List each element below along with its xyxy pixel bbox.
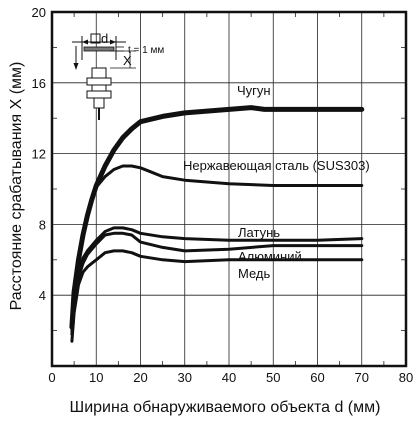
x-tick-label: 0 (48, 370, 55, 385)
y-tick-label: 8 (39, 217, 46, 232)
x-tick-label: 40 (222, 370, 236, 385)
x-tick-label: 60 (310, 370, 324, 385)
series-labels: Чугун Нержавеющая сталь (SUS303) Латунь Алю… (183, 83, 370, 281)
inset-x-label: X (123, 53, 132, 68)
sensor-nut-upper (86, 77, 112, 86)
y-tick-label: 20 (32, 5, 46, 20)
series-label: Нержавеющая сталь (SUS303) (183, 158, 370, 173)
arrow-left-icon (82, 39, 88, 45)
arrow-right-icon (110, 39, 116, 45)
sensor-nut-lower (86, 90, 112, 99)
x-tick-label: 80 (399, 370, 413, 385)
x-tick-label: 30 (178, 370, 192, 385)
y-axis-title: Расстояние срабатывания X (мм) (8, 62, 25, 311)
inset-thickness-label: t = 1 мм (128, 45, 164, 56)
y-tick-label: 12 (32, 147, 46, 162)
square-symbol-icon (90, 33, 101, 44)
sensor-tail (93, 97, 105, 109)
sensor-diagram: d t = 1 мм X (72, 31, 164, 120)
axes (50, 10, 408, 368)
x-tick-label: 50 (266, 370, 280, 385)
series-label: Чугун (237, 83, 271, 98)
sensor-body (91, 84, 107, 92)
series-line-aluminum (70, 231, 364, 336)
grid (52, 12, 406, 366)
series-line-stainless (70, 164, 364, 318)
target-plate (83, 46, 115, 52)
y-tick-label: 4 (39, 288, 46, 303)
series-line-brass (70, 226, 364, 333)
x-axis-title: Ширина обнаруживаемого объекта d (мм) (70, 399, 381, 416)
plot-frame (50, 10, 408, 368)
series-label: Латунь (238, 225, 280, 240)
series-label: Медь (238, 266, 271, 281)
tick-labels: 0 10 20 30 40 50 60 70 80 4 8 12 16 20 Ширина обнаружи… (8, 5, 413, 416)
series-lines (69, 105, 365, 343)
arrow-down-icon (73, 63, 79, 70)
x-tick-label: 20 (133, 370, 147, 385)
x-tick-label: 10 (89, 370, 103, 385)
x-tick-label: 70 (355, 370, 369, 385)
series-label: Алюминий (238, 249, 302, 264)
inset-d-label: d (101, 31, 108, 46)
y-tick-label: 16 (32, 76, 46, 91)
sensor-head (91, 67, 107, 79)
series-line-copper (70, 249, 364, 343)
series-line-cast-iron (69, 105, 365, 330)
